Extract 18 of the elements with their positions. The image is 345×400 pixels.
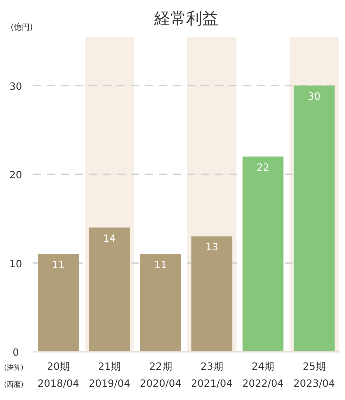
x-tick-label: 25期 2023/04 xyxy=(294,361,336,390)
data-label: 14 xyxy=(103,234,116,245)
chart-title: 経常利益 xyxy=(154,9,218,28)
data-label: 13 xyxy=(206,242,218,254)
x-tick-label: 22期 2020/04 xyxy=(140,361,182,390)
x-tick-label: 24期 2022/04 xyxy=(242,361,284,390)
data-label: 11 xyxy=(52,260,65,272)
data-label: 22 xyxy=(256,162,270,174)
data-label: 30 xyxy=(308,92,321,103)
y-tick-label: 30 xyxy=(10,82,22,93)
x-tick-label: 21期 2019/04 xyxy=(88,361,131,390)
x-tick-label: 20期 2018/04 xyxy=(38,361,80,390)
x-tick-label: 23期 2021/04 xyxy=(191,361,233,390)
data-label: 11 xyxy=(154,260,168,272)
y-tick-label: 10 xyxy=(10,259,22,270)
y-tick-label: 20 xyxy=(10,170,22,182)
y-axis-title: (億円) xyxy=(10,23,34,32)
y-tick-label: 0 xyxy=(12,348,20,359)
